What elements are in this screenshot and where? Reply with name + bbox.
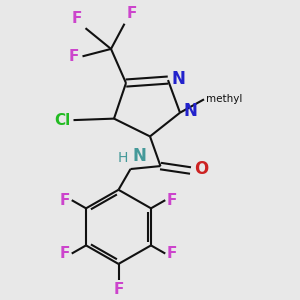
- Text: O: O: [194, 160, 208, 178]
- Text: F: F: [113, 282, 124, 297]
- Text: F: F: [60, 246, 70, 261]
- Text: F: F: [72, 11, 83, 26]
- Text: F: F: [167, 246, 177, 261]
- Text: N: N: [172, 70, 186, 88]
- Text: N: N: [132, 147, 146, 165]
- Text: N: N: [184, 102, 198, 120]
- Text: H: H: [118, 152, 128, 166]
- Text: F: F: [127, 6, 137, 21]
- Text: F: F: [69, 49, 80, 64]
- Text: F: F: [167, 193, 177, 208]
- Text: F: F: [60, 193, 70, 208]
- Text: Cl: Cl: [54, 112, 70, 128]
- Text: methyl: methyl: [206, 94, 243, 104]
